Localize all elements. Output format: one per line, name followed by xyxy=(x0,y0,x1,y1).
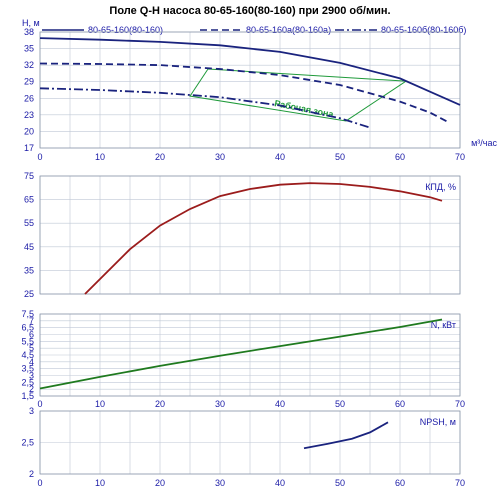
power-panel: 7,576,565,554,543,532,521,5 N, кВт 0 10 20 30… xyxy=(21,309,465,409)
efficiency-series-line-0 xyxy=(84,182,443,295)
power-y-tick-label: 2,5 xyxy=(21,377,34,387)
head-y-tick-label: 20 xyxy=(24,126,34,136)
head-panel: 38 35 32 29 26 23 20 17 H, м Рабочая зона 0 10 20 30 4… xyxy=(22,18,497,162)
head-x-tick-label: 0 xyxy=(37,152,42,162)
efficiency-y-tick-label: 45 xyxy=(24,242,34,252)
x-axis-label: м³/час xyxy=(471,138,497,148)
efficiency-y-tick-label: 75 xyxy=(24,171,34,181)
efficiency-panel: 75 65 55 45 35 25 КПД, % xyxy=(24,171,461,299)
head-y-tick-label: 32 xyxy=(24,60,34,70)
npsh-x-tick-label: 70 xyxy=(455,478,465,488)
efficiency-y-tick-label: 35 xyxy=(24,265,34,275)
power-y-tick-label: 5,5 xyxy=(21,336,34,346)
power-x-tick-label: 70 xyxy=(455,399,465,409)
power-y-tick-label: 4 xyxy=(29,357,34,367)
efficiency-y-axis-label: КПД, % xyxy=(425,182,456,192)
npsh-y-axis-label: NPSH, м xyxy=(420,417,456,427)
work-zone-label: Рабочая зона xyxy=(274,98,336,119)
npsh-x-tick-label: 60 xyxy=(395,478,405,488)
head-x-tick-label: 30 xyxy=(215,152,225,162)
legend-entry-0: 80-65-160(80-160) xyxy=(88,25,163,35)
power-x-tick-label: 50 xyxy=(335,399,345,409)
legend-entry-1: 80-65-160а(80-160а) xyxy=(246,25,331,35)
power-y-axis-label: N, кВт xyxy=(431,320,456,330)
head-x-tick-label: 70 xyxy=(455,152,465,162)
power-x-tick-label: 60 xyxy=(395,399,405,409)
npsh-panel: 3 2,5 2 NPSH, м 0 10 20 30 40 50 60 70 xyxy=(21,406,465,488)
npsh-x-tick-label: 20 xyxy=(155,478,165,488)
legend-entry-2: 80-65-160б(80-160б) xyxy=(381,25,466,35)
head-y-tick-label: 23 xyxy=(24,110,34,120)
power-y-tick-label: 7,5 xyxy=(21,309,34,319)
npsh-series-line-0 xyxy=(303,421,389,450)
head-series-line-2 xyxy=(39,87,371,129)
power-y-tick-label: 4,5 xyxy=(21,350,34,360)
head-y-tick-label: 26 xyxy=(24,93,34,103)
npsh-x-tick-label: 30 xyxy=(215,478,225,488)
npsh-y-tick-label: 3 xyxy=(29,406,34,416)
head-x-tick-label: 20 xyxy=(155,152,165,162)
head-x-tick-label: 10 xyxy=(95,152,105,162)
power-y-tick-label: 3,5 xyxy=(21,364,34,374)
power-frame xyxy=(39,313,461,397)
head-series-line-0 xyxy=(39,37,461,106)
efficiency-y-tick-label: 55 xyxy=(24,218,34,228)
npsh-x-tick-label: 40 xyxy=(275,478,285,488)
power-x-tick-label: 10 xyxy=(95,399,105,409)
power-x-tick-label: 30 xyxy=(215,399,225,409)
efficiency-y-tick-label: 65 xyxy=(24,195,34,205)
head-series-line-1 xyxy=(39,62,449,123)
power-y-tick-label: 6 xyxy=(29,330,34,340)
power-y-tick-label: 6,5 xyxy=(21,323,34,333)
head-x-tick-label: 60 xyxy=(395,152,405,162)
npsh-x-tick-label: 10 xyxy=(95,478,105,488)
head-y-axis-label: H, м xyxy=(22,18,40,28)
power-y-tick-label: 5 xyxy=(29,343,34,353)
power-y-tick-label: 1,5 xyxy=(21,391,34,401)
head-frame xyxy=(39,31,461,149)
efficiency-frame xyxy=(39,175,461,295)
head-x-tick-label: 50 xyxy=(335,152,345,162)
power-x-tick-label: 20 xyxy=(155,399,165,409)
head-y-tick-label: 17 xyxy=(24,143,34,153)
npsh-x-tick-label: 0 xyxy=(37,478,42,488)
head-y-tick-label: 35 xyxy=(24,44,34,54)
power-x-tick-label: 40 xyxy=(275,399,285,409)
npsh-frame xyxy=(39,410,461,475)
power-series-line-0 xyxy=(39,318,443,390)
head-y-tick-label: 38 xyxy=(24,27,34,37)
chart-title: Поле Q-H насоса 80-65-160(80-160) при 29… xyxy=(109,5,390,17)
power-y-tick-label: 7 xyxy=(29,316,34,326)
npsh-y-tick-label: 2,5 xyxy=(21,438,34,448)
power-y-tick-label: 3 xyxy=(29,371,34,381)
efficiency-y-tick-label: 25 xyxy=(24,289,34,299)
head-x-tick-label: 40 xyxy=(275,152,285,162)
power-x-tick-label: 0 xyxy=(37,399,42,409)
power-y-tick-label: 2 xyxy=(29,384,34,394)
legend: 80-65-160(80-160) 80-65-160а(80-160а) 80-6… xyxy=(42,25,466,35)
npsh-y-tick-label: 2 xyxy=(29,469,34,479)
npsh-x-tick-label: 50 xyxy=(335,478,345,488)
head-y-tick-label: 29 xyxy=(24,77,34,87)
